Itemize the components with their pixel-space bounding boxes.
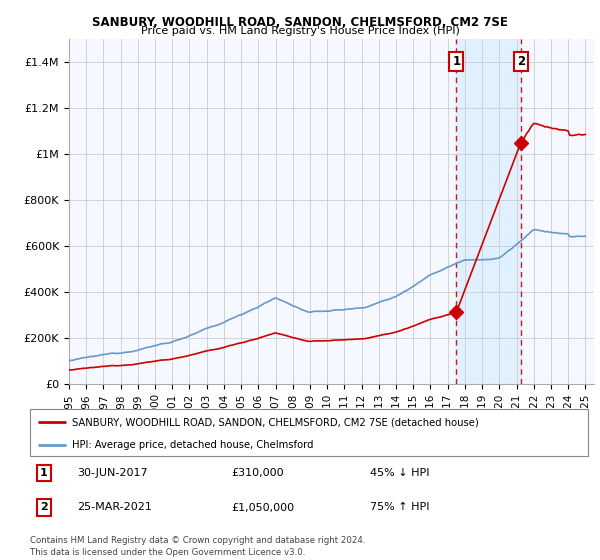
Text: 30-JUN-2017: 30-JUN-2017 — [77, 468, 148, 478]
Text: Price paid vs. HM Land Registry's House Price Index (HPI): Price paid vs. HM Land Registry's House … — [140, 26, 460, 36]
Text: HPI: Average price, detached house, Chelmsford: HPI: Average price, detached house, Chel… — [72, 440, 313, 450]
Bar — [456, 39, 521, 384]
Text: 45% ↓ HPI: 45% ↓ HPI — [370, 468, 430, 478]
Text: Contains HM Land Registry data © Crown copyright and database right 2024.: Contains HM Land Registry data © Crown c… — [30, 536, 365, 545]
Text: 2: 2 — [40, 502, 48, 512]
Text: 1: 1 — [452, 55, 460, 68]
Text: 25-MAR-2021: 25-MAR-2021 — [77, 502, 152, 512]
Text: 75% ↑ HPI: 75% ↑ HPI — [370, 502, 430, 512]
Text: This data is licensed under the Open Government Licence v3.0.: This data is licensed under the Open Gov… — [30, 548, 305, 557]
Text: 2: 2 — [517, 55, 525, 68]
Text: 1: 1 — [40, 468, 48, 478]
Text: £1,050,000: £1,050,000 — [231, 502, 294, 512]
Text: SANBURY, WOODHILL ROAD, SANDON, CHELMSFORD, CM2 7SE (detached house): SANBURY, WOODHILL ROAD, SANDON, CHELMSFO… — [72, 417, 479, 427]
Text: SANBURY, WOODHILL ROAD, SANDON, CHELMSFORD, CM2 7SE: SANBURY, WOODHILL ROAD, SANDON, CHELMSFO… — [92, 16, 508, 29]
Text: £310,000: £310,000 — [231, 468, 284, 478]
